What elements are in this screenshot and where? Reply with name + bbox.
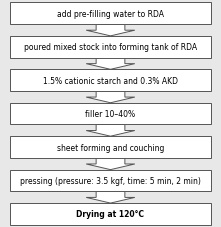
Text: 1.5% cationic starch and 0.3% AKD: 1.5% cationic starch and 0.3% AKD bbox=[43, 76, 178, 85]
Text: filler 10–40%: filler 10–40% bbox=[86, 110, 135, 118]
Text: Drying at 120°C: Drying at 120°C bbox=[76, 210, 145, 218]
Polygon shape bbox=[86, 125, 135, 137]
FancyBboxPatch shape bbox=[10, 3, 211, 25]
Polygon shape bbox=[86, 191, 135, 203]
Polygon shape bbox=[86, 158, 135, 170]
Text: sheet forming and couching: sheet forming and couching bbox=[57, 143, 164, 152]
Text: pressing (pressure: 3.5 kgf, time: 5 min, 2 min): pressing (pressure: 3.5 kgf, time: 5 min… bbox=[20, 176, 201, 185]
FancyBboxPatch shape bbox=[10, 137, 211, 158]
FancyBboxPatch shape bbox=[10, 70, 211, 91]
Polygon shape bbox=[86, 91, 135, 103]
Text: poured mixed stock into forming tank of RDA: poured mixed stock into forming tank of … bbox=[24, 43, 197, 52]
FancyBboxPatch shape bbox=[10, 103, 211, 125]
FancyBboxPatch shape bbox=[10, 170, 211, 191]
FancyBboxPatch shape bbox=[10, 37, 211, 58]
FancyBboxPatch shape bbox=[10, 203, 211, 225]
Polygon shape bbox=[86, 58, 135, 70]
Polygon shape bbox=[86, 25, 135, 37]
Text: add pre-filling water to RDA: add pre-filling water to RDA bbox=[57, 10, 164, 19]
